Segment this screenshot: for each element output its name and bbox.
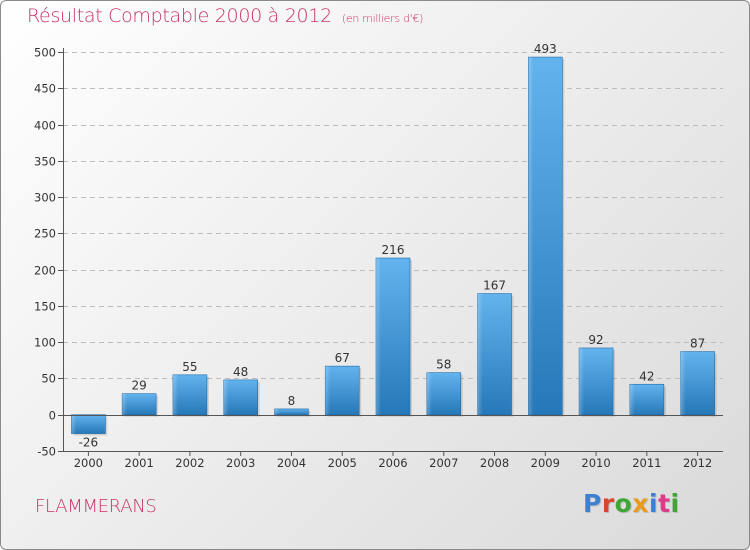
data-label: 87 (690, 337, 705, 351)
y-tick-label: 50 (41, 372, 56, 386)
labels: -26 29 55 48 8 67 216 58 167 493 92 42 87 (79, 42, 706, 450)
logo-letter: i (670, 489, 680, 518)
bar-highlight (172, 374, 207, 415)
x-tick-label: 2010 (581, 456, 610, 470)
bar-highlight (528, 57, 563, 415)
data-label: 55 (182, 360, 197, 374)
bar-highlight (325, 366, 360, 415)
x-tick-label: 2009 (531, 456, 560, 470)
y-tick-label: 150 (34, 300, 56, 314)
bar-highlight (680, 351, 715, 415)
data-label: 493 (534, 42, 557, 56)
y-tick-label: 500 (34, 46, 56, 60)
y-tick-label: 450 (34, 82, 56, 96)
x-tick-label: 2005 (328, 456, 357, 470)
x-tick-label: 2000 (74, 456, 103, 470)
logo-letter: P (583, 489, 602, 518)
bar-highlight (223, 379, 258, 415)
bar-highlight (71, 414, 106, 434)
bar-highlight (376, 258, 410, 415)
logo-letter: i (649, 489, 659, 518)
logo-letter: x (632, 489, 649, 518)
x-tick-label: 2008 (480, 456, 509, 470)
y-tick-label: 300 (34, 191, 56, 205)
x-tick-label: 2012 (683, 456, 712, 470)
bar-highlight (274, 408, 309, 415)
x-tick-label: 2006 (378, 456, 407, 470)
y-tick-label: 0 (49, 409, 56, 423)
bar-highlight (477, 293, 512, 415)
x-tick-label: 2011 (632, 456, 661, 470)
x-tick-label: 2003 (226, 456, 255, 470)
bar-highlight (579, 347, 614, 415)
bars (71, 56, 717, 436)
x-tick-label: 2001 (125, 456, 154, 470)
data-label: 48 (233, 365, 248, 379)
data-label: 8 (288, 394, 296, 408)
bar-highlight (426, 372, 461, 415)
chart-title-text: Résultat Comptable 2000 à 2012 (27, 5, 332, 27)
commune-name: FLAMMERANS (35, 496, 157, 517)
data-label: -26 (79, 436, 99, 450)
y-tick-label: 400 (34, 119, 56, 133)
data-label: 216 (382, 243, 405, 257)
data-label: 92 (588, 333, 603, 347)
data-label: 29 (132, 379, 147, 393)
data-label: 42 (639, 369, 654, 383)
data-label: 67 (335, 351, 350, 365)
chart-subtitle: (en milliers d'€) (341, 12, 424, 25)
x-tick-label: 2004 (277, 456, 306, 470)
y-tick-label: 200 (34, 264, 56, 278)
x-tick-label: 2007 (429, 456, 458, 470)
y-tick-label: 250 (34, 227, 56, 241)
data-label: 167 (483, 279, 506, 293)
bar-highlight (122, 393, 157, 415)
axes: -50 0 50 100 150 200 250 300 350 400 450 500 2000 200… (34, 46, 723, 470)
y-tick-label: 350 (34, 155, 56, 169)
chart-title: Résultat Comptable 2000 à 2012 (en millie… (27, 5, 423, 27)
bar-highlight (629, 384, 664, 415)
y-tick-label: -50 (37, 445, 56, 459)
x-tick-label: 2002 (175, 456, 204, 470)
logo-letter: o (614, 489, 633, 518)
proxiti-logo[interactable]: Proxiti (583, 489, 680, 518)
logo-letter: t (658, 489, 671, 518)
logo-letter: r (601, 489, 615, 518)
data-label: 58 (436, 358, 451, 372)
y-tick-label: 100 (34, 336, 56, 350)
